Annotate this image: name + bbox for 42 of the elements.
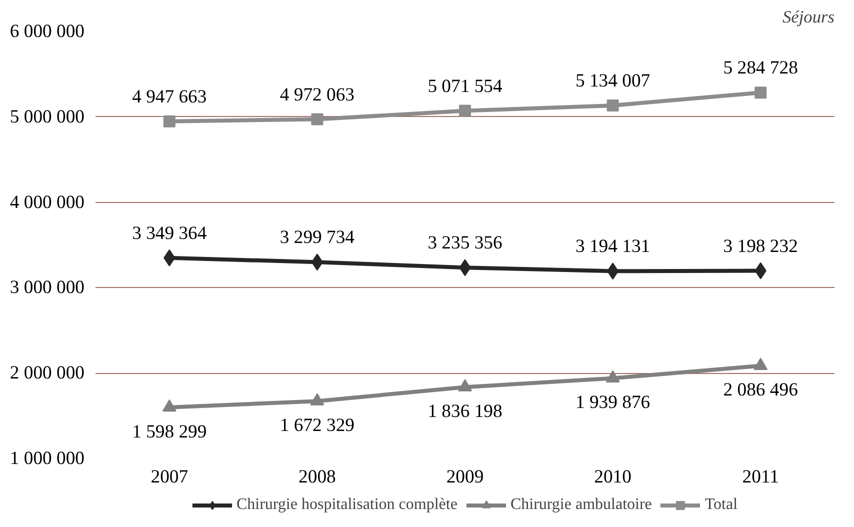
data-label: 5 134 007 (575, 70, 650, 92)
point (754, 86, 767, 99)
legend-label: Chirurgie ambulatoire (510, 496, 652, 514)
point (310, 393, 324, 406)
point (606, 370, 620, 382)
point (459, 104, 471, 117)
data-label: 3 235 356 (428, 232, 502, 254)
data-label: 4 972 063 (280, 84, 355, 106)
data-label: 1 836 198 (428, 401, 502, 422)
y-tick-label: 6 000 000 (10, 21, 84, 42)
data-label: 3 299 734 (280, 227, 356, 248)
data-label: 4 947 663 (132, 86, 207, 108)
point (163, 115, 176, 128)
x-tick-label: 2010 (594, 466, 632, 488)
point (606, 99, 619, 112)
y-tick-label: 1 000 000 (10, 448, 84, 469)
x-tick-label: 2011 (742, 466, 779, 488)
x-tick-label: 2008 (298, 466, 336, 488)
y-tick-label: 4 000 000 (10, 192, 84, 213)
data-label: 3 349 364 (132, 222, 208, 244)
text: Séjours (782, 8, 835, 26)
x-tick-label: 2007 (150, 466, 188, 488)
data-label: 2 086 496 (723, 380, 798, 401)
point (162, 399, 176, 412)
y-tick-label: 2 000 000 (10, 362, 84, 384)
data-label: 1 672 329 (280, 415, 355, 436)
y-tick-label: 5 000 000 (10, 106, 84, 128)
data-label: 1 939 876 (575, 392, 650, 414)
y-tick-label: 3 000 000 (10, 277, 84, 298)
point (458, 379, 472, 392)
data-label: 5 071 554 (428, 76, 503, 97)
point (311, 113, 324, 126)
legend-label: Chirurgie hospitalisation complète (236, 496, 458, 514)
legend-label: Total (704, 496, 738, 514)
data-label: 1 598 299 (132, 421, 207, 442)
data-label: 3 194 131 (575, 236, 650, 258)
data-label: 5 284 728 (723, 58, 798, 79)
x-tick-label: 2009 (446, 466, 484, 488)
point (311, 254, 324, 271)
data-label: 3 198 232 (723, 236, 798, 257)
point (606, 262, 619, 280)
point (754, 358, 768, 370)
